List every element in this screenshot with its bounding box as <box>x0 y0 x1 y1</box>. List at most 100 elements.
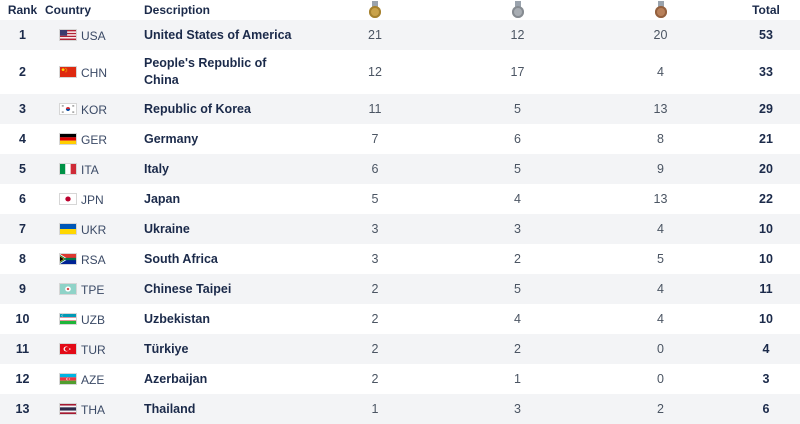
total-count: 10 <box>732 244 800 274</box>
country-cell: GER <box>45 124 144 154</box>
country-link[interactable]: United States of America <box>144 27 292 44</box>
country-link[interactable]: Republic of Korea <box>144 101 251 118</box>
table-row: 13 THA Thailand 1 3 2 6 <box>0 394 800 424</box>
jpn-flag-icon <box>59 193 77 205</box>
bronze-count: 20 <box>589 20 732 50</box>
gold-count: 2 <box>304 304 446 334</box>
total-count: 53 <box>732 20 800 50</box>
country-cell: UKR <box>45 214 144 244</box>
country-cell: RSA <box>45 244 144 274</box>
silver-medal-icon <box>512 1 524 19</box>
country-header: Country <box>45 0 144 20</box>
table-row: 3 KOR Republic of Korea 11 5 13 29 <box>0 94 800 124</box>
gold-count: 11 <box>304 94 446 124</box>
rank-cell: 4 <box>0 124 45 154</box>
bronze-count: 13 <box>589 184 732 214</box>
silver-count: 5 <box>446 154 589 184</box>
table-row: 8 RSA South Africa 3 2 5 10 <box>0 244 800 274</box>
table-row: 6 JPN Japan 5 4 13 22 <box>0 184 800 214</box>
country-link[interactable]: Chinese Taipei <box>144 281 231 298</box>
ita-flag-icon <box>59 163 77 175</box>
country-cell: AZE <box>45 364 144 394</box>
rank-cell: 1 <box>0 20 45 50</box>
rank-cell: 9 <box>0 274 45 304</box>
silver-count: 5 <box>446 274 589 304</box>
total-count: 10 <box>732 304 800 334</box>
country-link[interactable]: Thailand <box>144 401 195 418</box>
country-link[interactable]: Türkiye <box>144 341 188 358</box>
description-cell: Republic of Korea <box>144 94 304 124</box>
rank-header: Rank <box>0 0 45 20</box>
rank-cell: 8 <box>0 244 45 274</box>
total-count: 11 <box>732 274 800 304</box>
country-cell: TPE <box>45 274 144 304</box>
rank-cell: 5 <box>0 154 45 184</box>
country-code: UKR <box>81 222 106 236</box>
bronze-count: 5 <box>589 244 732 274</box>
bronze-count: 13 <box>589 94 732 124</box>
bronze-count: 4 <box>589 214 732 244</box>
description-cell: People's Republic of China <box>144 50 304 94</box>
description-cell: Türkiye <box>144 334 304 364</box>
table-row: 4 GER Germany 7 6 8 21 <box>0 124 800 154</box>
country-link[interactable]: South Africa <box>144 251 218 268</box>
total-count: 33 <box>732 50 800 94</box>
tur-flag-icon <box>59 343 77 355</box>
silver-count: 4 <box>446 184 589 214</box>
aze-flag-icon <box>59 373 77 385</box>
table-row: 12 AZE Azerbaijan 2 1 0 3 <box>0 364 800 394</box>
rank-cell: 2 <box>0 50 45 94</box>
country-code: JPN <box>81 192 104 206</box>
silver-count: 17 <box>446 50 589 94</box>
country-link[interactable]: Japan <box>144 191 180 208</box>
country-link[interactable]: Azerbaijan <box>144 371 207 388</box>
rsa-flag-icon <box>59 253 77 265</box>
rank-cell: 11 <box>0 334 45 364</box>
country-code: USA <box>81 28 106 42</box>
country-code: CHN <box>81 65 107 79</box>
description-cell: Germany <box>144 124 304 154</box>
silver-count: 3 <box>446 214 589 244</box>
country-link[interactable]: Ukraine <box>144 221 190 238</box>
gold-count: 2 <box>304 334 446 364</box>
silver-count: 2 <box>446 334 589 364</box>
chn-flag-icon <box>59 66 77 78</box>
bronze-count: 0 <box>589 364 732 394</box>
silver-count: 5 <box>446 94 589 124</box>
country-code: UZB <box>81 312 105 326</box>
ger-flag-icon <box>59 133 77 145</box>
country-link[interactable]: Italy <box>144 161 169 178</box>
table-header: Rank Country Description Total <box>0 0 800 20</box>
table-row: 2 CHN People's Republic of China 12 17 4… <box>0 50 800 94</box>
description-cell: United States of America <box>144 20 304 50</box>
total-count: 4 <box>732 334 800 364</box>
country-code: RSA <box>81 252 106 266</box>
table-row: 5 ITA Italy 6 5 9 20 <box>0 154 800 184</box>
gold-count: 6 <box>304 154 446 184</box>
country-link[interactable]: Uzbekistan <box>144 311 210 328</box>
silver-count: 4 <box>446 304 589 334</box>
total-count: 6 <box>732 394 800 424</box>
description-cell: South Africa <box>144 244 304 274</box>
uzb-flag-icon <box>59 313 77 325</box>
country-link[interactable]: Germany <box>144 131 198 148</box>
gold-count: 2 <box>304 364 446 394</box>
gold-count: 7 <box>304 124 446 154</box>
description-cell: Thailand <box>144 394 304 424</box>
table-row: 9 TPE Chinese Taipei 2 5 4 11 <box>0 274 800 304</box>
rank-cell: 13 <box>0 394 45 424</box>
country-code: TUR <box>81 342 106 356</box>
country-cell: KOR <box>45 94 144 124</box>
description-cell: Azerbaijan <box>144 364 304 394</box>
description-cell: Italy <box>144 154 304 184</box>
gold-count: 5 <box>304 184 446 214</box>
country-link[interactable]: People's Republic of China <box>144 55 269 89</box>
silver-header <box>446 0 589 20</box>
bronze-header <box>589 0 732 20</box>
bronze-medal-icon <box>655 1 667 19</box>
bronze-count: 9 <box>589 154 732 184</box>
bronze-count: 4 <box>589 304 732 334</box>
country-code: THA <box>81 402 105 416</box>
gold-count: 3 <box>304 244 446 274</box>
